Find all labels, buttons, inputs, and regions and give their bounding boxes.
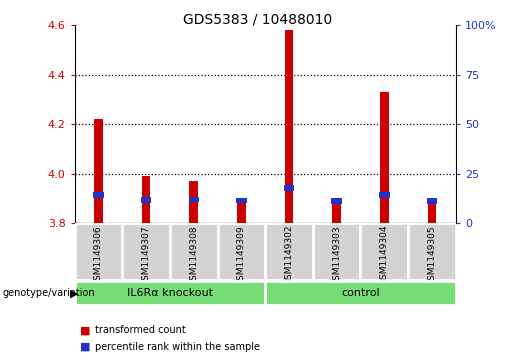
Bar <box>408 223 456 280</box>
Bar <box>217 223 265 280</box>
Text: ■: ■ <box>80 325 90 335</box>
Bar <box>265 281 456 305</box>
Text: control: control <box>341 288 380 298</box>
Bar <box>427 198 437 204</box>
Text: IL6Rα knockout: IL6Rα knockout <box>127 288 213 298</box>
Text: GSM1149302: GSM1149302 <box>285 225 294 285</box>
Bar <box>170 223 217 280</box>
Bar <box>427 203 436 223</box>
Text: ■: ■ <box>80 342 90 352</box>
Bar <box>379 192 389 198</box>
Text: GSM1149303: GSM1149303 <box>332 225 341 286</box>
Text: genotype/variation: genotype/variation <box>3 288 95 298</box>
Text: GSM1149305: GSM1149305 <box>427 225 436 286</box>
Bar <box>284 185 294 191</box>
Text: percentile rank within the sample: percentile rank within the sample <box>95 342 260 352</box>
Bar <box>93 192 104 198</box>
Bar <box>285 30 294 223</box>
Bar <box>265 223 313 280</box>
Bar <box>360 223 408 280</box>
Text: GSM1149309: GSM1149309 <box>237 225 246 286</box>
Bar <box>188 196 199 203</box>
Text: GSM1149304: GSM1149304 <box>380 225 389 285</box>
Bar <box>380 92 389 223</box>
Bar <box>94 119 103 223</box>
Bar <box>122 223 170 280</box>
Bar <box>75 223 123 280</box>
Bar <box>313 223 360 280</box>
Text: GSM1149306: GSM1149306 <box>94 225 103 286</box>
Bar <box>190 181 198 223</box>
Bar <box>75 281 265 305</box>
Bar <box>332 198 342 204</box>
Bar <box>236 197 247 203</box>
Bar <box>332 201 341 223</box>
Text: transformed count: transformed count <box>95 325 186 335</box>
Bar <box>142 176 150 223</box>
Text: GSM1149308: GSM1149308 <box>190 225 198 286</box>
Text: ▶: ▶ <box>70 288 78 298</box>
Text: GDS5383 / 10488010: GDS5383 / 10488010 <box>183 13 332 27</box>
Bar <box>141 197 151 203</box>
Text: GSM1149307: GSM1149307 <box>142 225 150 286</box>
Bar <box>237 201 246 223</box>
